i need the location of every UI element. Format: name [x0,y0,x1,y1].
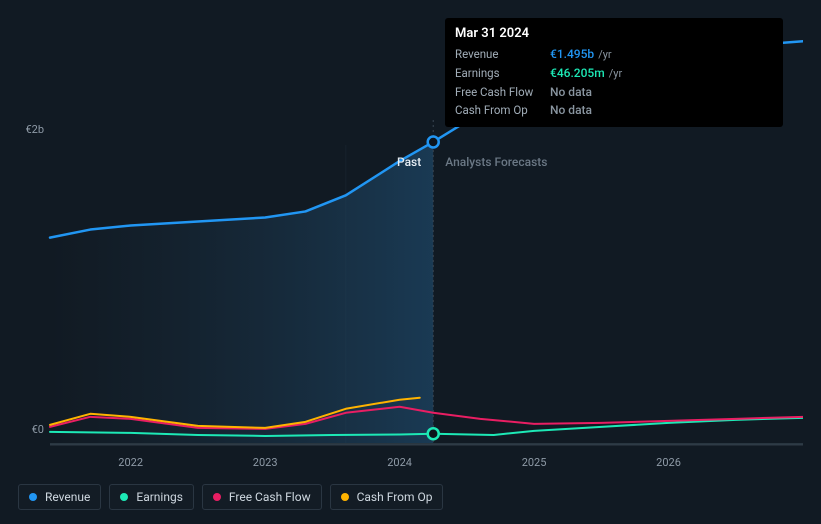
legend-item-earnings[interactable]: Earnings [109,484,194,510]
tooltip-key: Revenue [455,45,550,63]
legend-label: Revenue [45,490,90,504]
legend-item-cfo[interactable]: Cash From Op [330,484,444,510]
tooltip-row: Revenue€1.495b/yr [455,45,773,64]
legend-swatch [341,493,349,501]
tooltip-date: Mar 31 2024 [455,26,773,41]
hover-marker-earnings [428,428,439,439]
tooltip-row: Earnings€46.205m/yr [455,64,773,83]
legend-label: Free Cash Flow [229,490,311,504]
tooltip-row: Cash From OpNo data [455,101,773,119]
x-tick-label: 2026 [656,456,681,469]
tooltip-value: No data [550,83,592,101]
y-tick-label: €2b [14,123,44,136]
legend-swatch [29,493,37,501]
legend-label: Earnings [136,490,183,504]
label-past: Past [18,155,433,169]
tooltip-key: Free Cash Flow [455,83,550,101]
x-tick-label: 2024 [387,456,412,469]
tooltip-row: Free Cash FlowNo data [455,83,773,101]
hover-tooltip: Mar 31 2024 Revenue€1.495b/yrEarnings€46… [445,18,783,127]
legend-swatch [120,493,128,501]
tooltip-value: No data [550,101,592,119]
tooltip-unit: /yr [598,46,611,64]
tooltip-unit: /yr [609,65,622,83]
tooltip-key: Earnings [455,64,550,82]
label-forecast: Analysts Forecasts [433,155,547,169]
x-tick-label: 2025 [522,456,547,469]
x-tick-label: 2022 [118,456,143,469]
tooltip-value: €46.205m [550,64,605,82]
chart-legend: Revenue Earnings Free Cash Flow Cash From O… [18,484,443,510]
x-tick-label: 2023 [253,456,278,469]
legend-swatch [213,493,221,501]
legend-item-revenue[interactable]: Revenue [18,484,101,510]
tooltip-value: €1.495b [550,45,594,63]
y-tick-label: €0 [14,423,44,436]
legend-label: Cash From Op [357,490,433,504]
tooltip-key: Cash From Op [455,101,550,119]
legend-item-fcf[interactable]: Free Cash Flow [202,484,322,510]
hover-marker-revenue [428,136,439,147]
